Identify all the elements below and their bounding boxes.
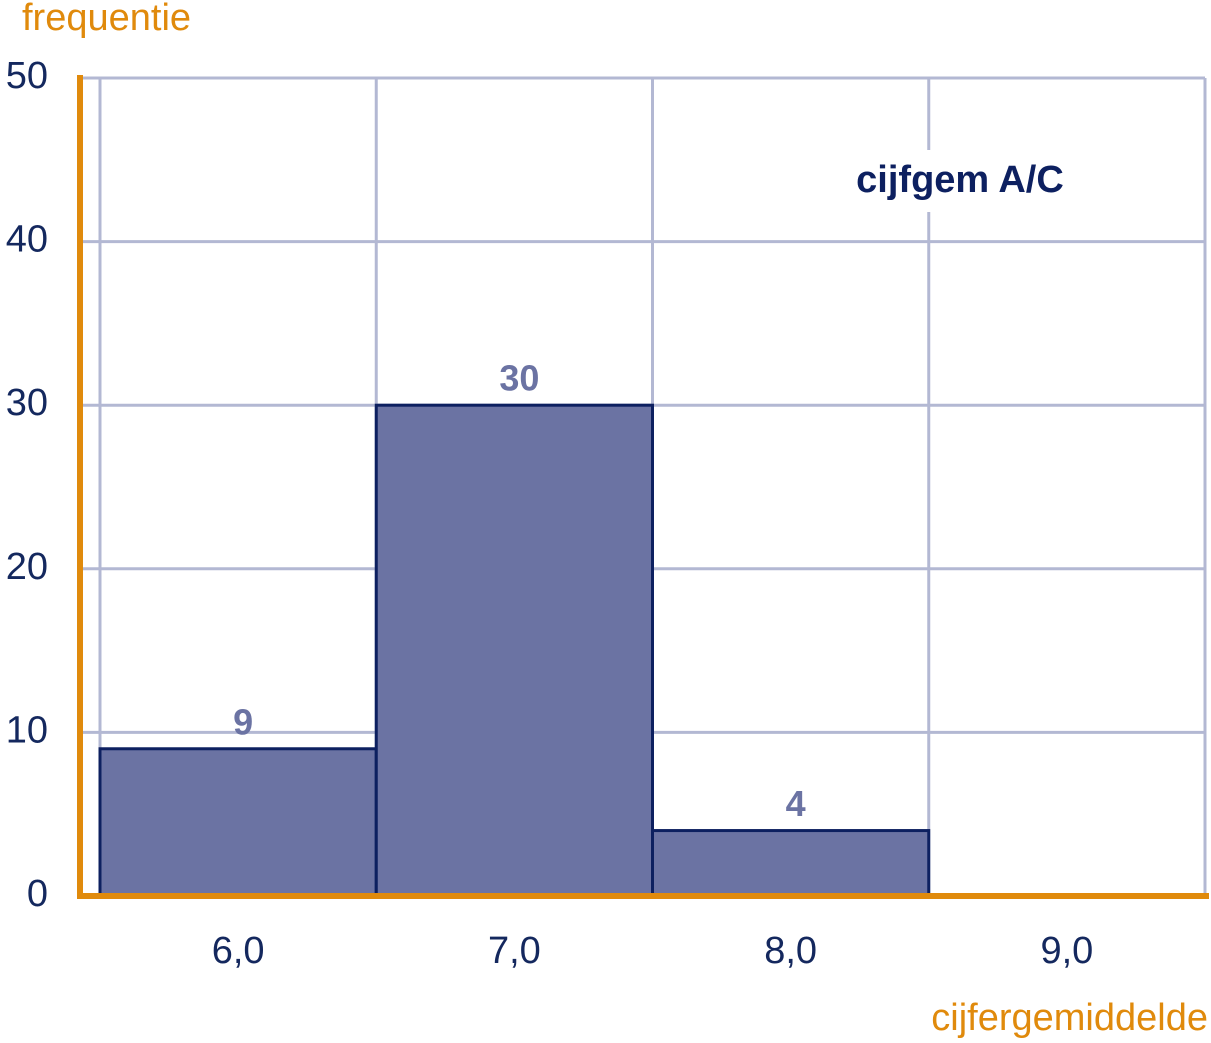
y-tick-label: 20 [6, 546, 48, 588]
x-tick-label: 6,0 [212, 930, 265, 972]
data-label: 4 [786, 783, 806, 824]
bar [98, 747, 378, 898]
bar [651, 829, 931, 898]
y-tick-label: 10 [6, 709, 48, 751]
y-tick-label: 40 [6, 219, 48, 261]
data-label: 9 [233, 701, 253, 742]
title-background [830, 150, 1090, 212]
bars [98, 403, 931, 898]
x-tick-label: 7,0 [488, 930, 541, 972]
x-tick-label: 9,0 [1040, 930, 1093, 972]
x-axis-title: cijfergemiddelde [931, 997, 1208, 1039]
y-tick-label: 0 [27, 873, 48, 915]
data-label: 30 [499, 358, 539, 399]
x-tick-label: 8,0 [764, 930, 817, 972]
y-tick-label: 50 [6, 55, 48, 97]
chart-title: cijfgem A/C [856, 159, 1064, 201]
y-tick-label: 30 [6, 382, 48, 424]
y-axis-title: frequentie [22, 0, 191, 39]
bar [374, 403, 654, 898]
